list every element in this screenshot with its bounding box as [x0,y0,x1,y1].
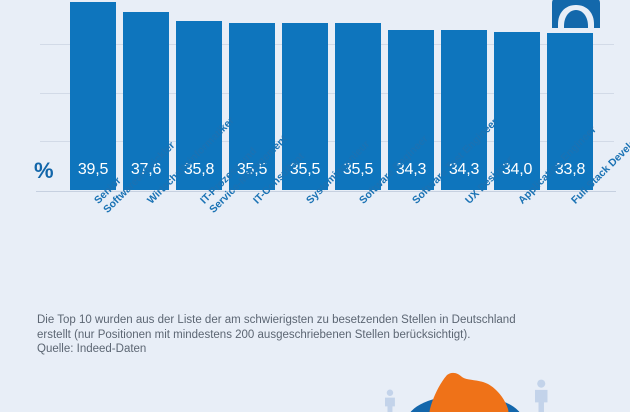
bar-value-label: 37,6 [130,161,162,178]
footnote-line-1: Die Top 10 wurden aus der Liste der am s… [37,314,516,326]
bar-value-label: 35,8 [183,161,215,178]
bar-9[interactable]: 33,8 [547,33,593,190]
bar-value-label: 35,5 [342,161,374,178]
bar-1[interactable]: 37,6 [123,12,169,190]
bar-chart: 39,5 37,6 35,8 35,5 35,5 35,5 34,3 34,3 [0,0,630,192]
bar-2[interactable]: 35,8 [176,21,222,190]
footnote-source: Quelle: Indeed-Daten [37,343,147,356]
person-silhouette-icon [385,389,395,412]
bar-value-label: 33,8 [554,161,586,178]
bar-6[interactable]: 34,3 [388,30,434,190]
bar-value-label: 35,5 [289,161,321,178]
bar-4[interactable]: 35,5 [282,23,328,190]
orange-landmass-shape [429,372,509,412]
decorative-illustration [0,355,630,412]
indeed-logo-icon [552,0,600,28]
x-axis-labels: Senior Softwareentwickler Wirtschaftsinf… [0,115,630,302]
bar-series: 39,5 37,6 35,8 35,5 35,5 35,5 34,3 34,3 [0,0,630,191]
bar-value-label: 34,3 [395,161,427,178]
bar-7[interactable]: 34,3 [441,30,487,190]
footnote-block: Die Top 10 wurden aus der Liste der am s… [37,313,597,357]
bar-value-label: 35,5 [236,161,268,178]
bar-value-label: 39,5 [77,161,109,178]
bar-8[interactable]: 34,0 [494,32,540,190]
bar-value-label: 34,0 [501,161,533,178]
percent-axis-label: % [34,158,54,183]
person-silhouette-icon [535,379,548,412]
footnote-line-2: erstellt (nur Positionen mit mindestens … [37,328,471,341]
axis-baseline [36,191,616,192]
bar-5[interactable]: 35,5 [335,23,381,190]
bar-0[interactable]: 39,5 [70,2,116,190]
bar-3[interactable]: 35,5 [229,23,275,190]
bar-value-label: 34,3 [448,161,480,178]
